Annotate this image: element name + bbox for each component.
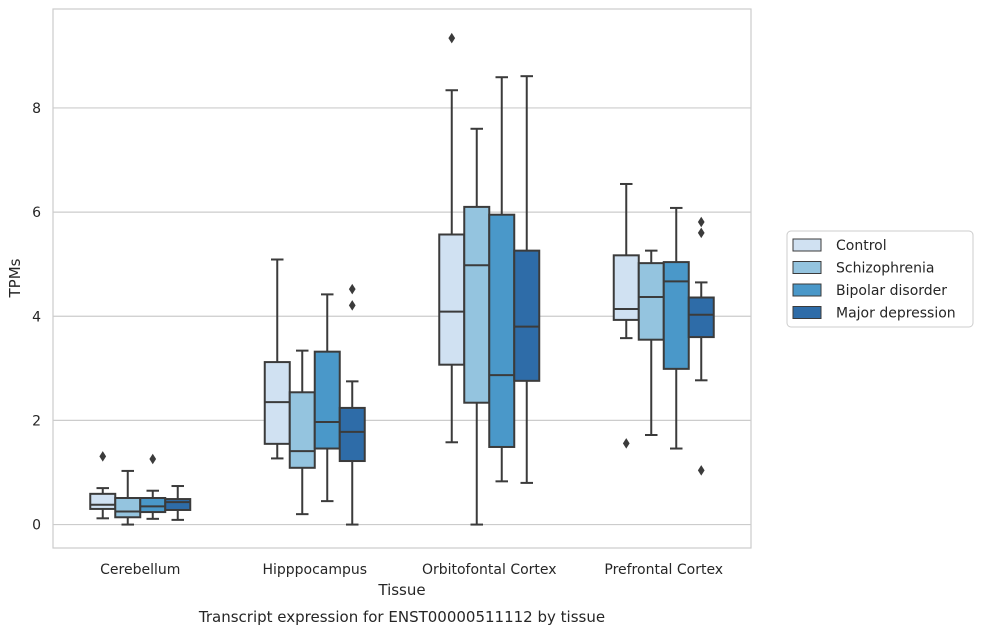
legend-swatch [792,261,822,274]
outlier-point [99,451,107,462]
box-group [89,451,192,526]
x-tick-label: Cerebellum [100,562,180,578]
outlier-point [348,283,356,295]
outlier-point [448,32,456,44]
outlier-point [697,227,705,239]
plot-frame [52,8,752,549]
legend-label: Major depression [836,306,956,322]
y-tick-label: 0 [32,518,41,534]
box [139,497,167,514]
outlier-point [697,465,705,476]
box [463,205,491,404]
box [637,262,665,341]
box [662,261,690,370]
legend: Control Schizophrenia Bipolar disorder Majo… [786,230,974,328]
box [513,249,541,382]
box-group [612,182,715,476]
box [338,406,366,463]
legend-label: Schizophrenia [836,261,934,277]
y-axis-title: TPMs [6,258,24,298]
box-group [263,258,366,526]
y-tick-label: 2 [32,413,41,429]
x-tick-label: Hipppocampus [262,562,367,578]
box [89,492,117,510]
outlier-point [348,300,356,311]
x-tick-label: Orbitofontal Cortex [422,562,557,578]
box-groups [89,32,715,526]
legend-swatch [792,306,822,319]
box [164,498,192,511]
chart-caption: Transcript expression for ENST0000051111… [198,608,605,626]
x-tick-label: Prefrontal Cortex [604,562,723,578]
y-tick-labels: 0 2 4 6 8 [32,101,41,534]
outlier-point [697,216,705,228]
box [687,296,715,339]
y-tick-label: 8 [32,101,41,117]
x-axis-title: Tissue [377,581,425,599]
box [438,233,466,366]
legend-label: Bipolar disorder [836,283,947,299]
x-tick-labels: Cerebellum Hipppocampus Orbitofontal Corte… [100,562,723,578]
box-group [438,32,541,526]
y-tick-label: 6 [32,205,41,221]
legend-label: Control [836,238,887,254]
legend-swatch [792,283,822,297]
y-tick-label: 4 [32,309,41,325]
legend-swatch [792,238,822,252]
legend-frame [786,230,974,328]
box [313,350,341,450]
grid-lines [53,107,751,526]
box [488,213,516,448]
outlier-point [149,453,157,465]
box [114,497,142,519]
box [612,254,640,321]
outlier-point [622,438,630,449]
box [288,391,316,469]
